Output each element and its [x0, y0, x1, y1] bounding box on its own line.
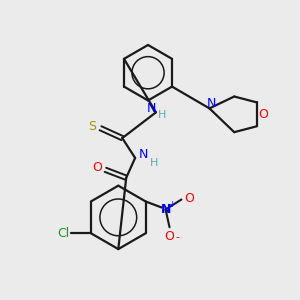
Text: -: -	[176, 232, 179, 242]
Text: +: +	[168, 200, 175, 209]
Text: H: H	[158, 110, 166, 120]
Text: O: O	[258, 108, 268, 121]
Text: O: O	[165, 230, 175, 243]
Text: N: N	[160, 203, 171, 216]
Text: O: O	[93, 161, 102, 174]
Text: N: N	[146, 102, 156, 115]
Text: N: N	[138, 148, 148, 161]
Text: Cl: Cl	[57, 227, 69, 240]
Text: S: S	[88, 120, 97, 133]
Text: O: O	[184, 192, 194, 205]
Text: N: N	[207, 97, 216, 110]
Text: H: H	[150, 158, 158, 168]
